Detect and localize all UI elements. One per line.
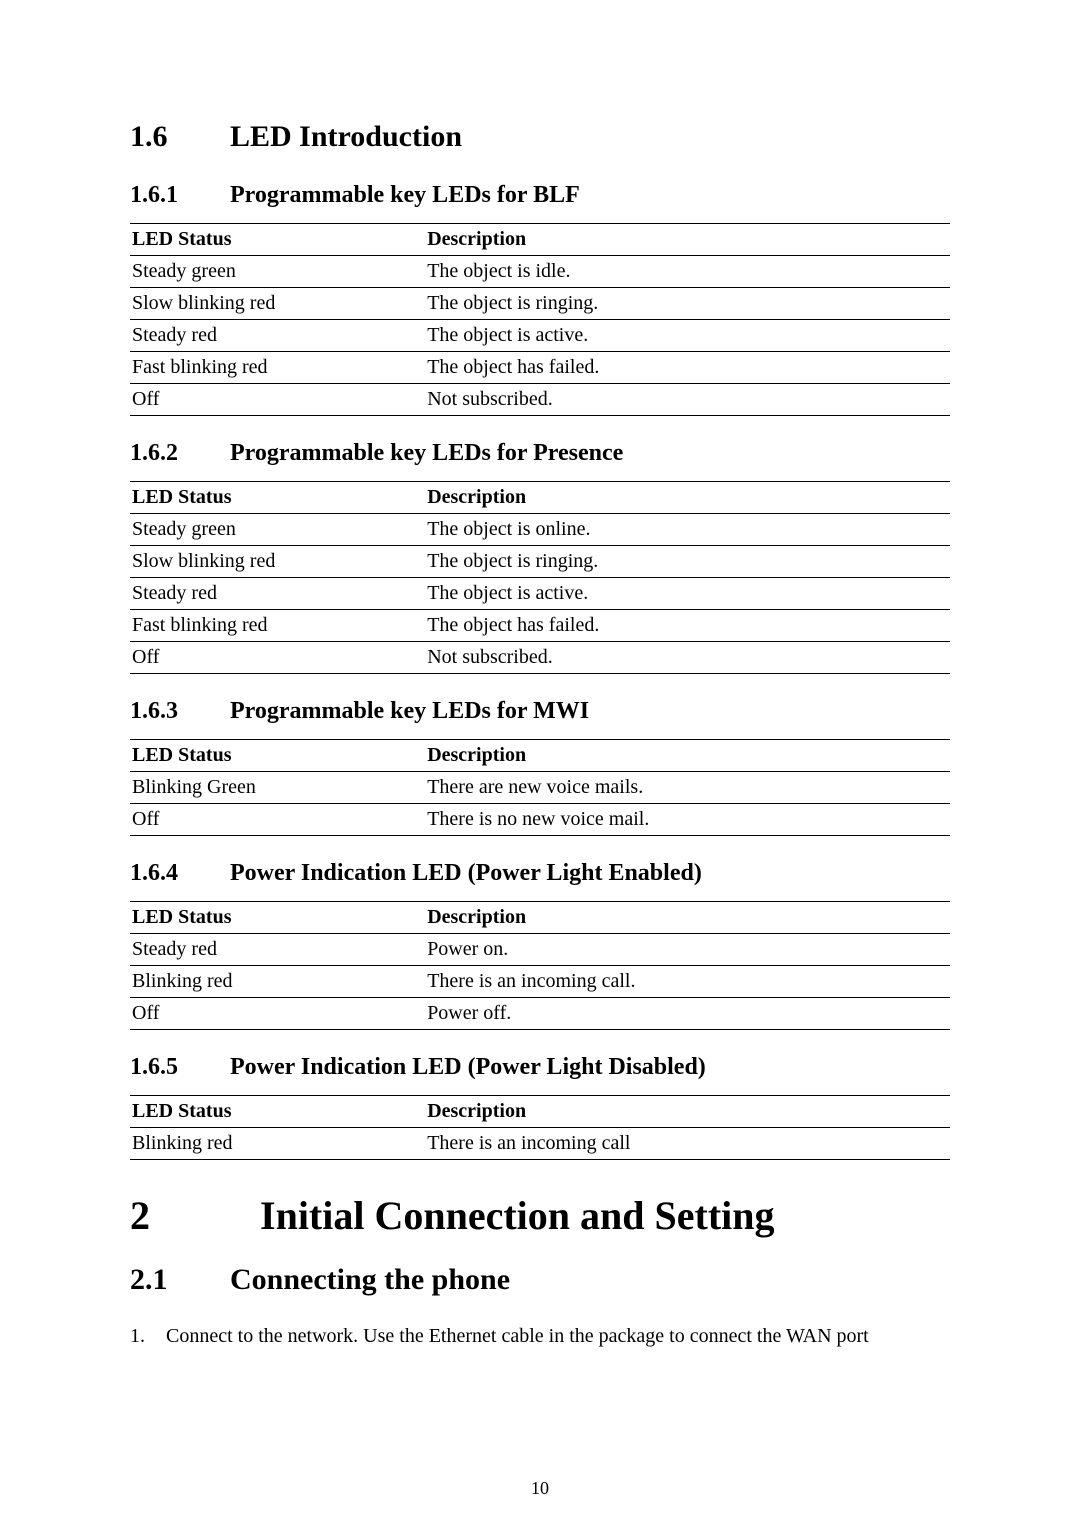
- table-header-description: Description: [425, 224, 950, 256]
- list-marker: 1.: [130, 1325, 166, 1348]
- cell-desc: The object is active.: [425, 578, 950, 610]
- cell-status: Steady green: [130, 256, 425, 288]
- table-row: OffNot subscribed.: [130, 642, 950, 674]
- table-row: OffPower off.: [130, 998, 950, 1030]
- table-row: Blinking GreenThere are new voice mails.: [130, 772, 950, 804]
- table-power-disabled: LED Status Description Blinking redThere…: [130, 1095, 950, 1160]
- heading-title: Programmable key LEDs for MWI: [230, 698, 589, 724]
- cell-desc: Not subscribed.: [425, 384, 950, 416]
- table-row: OffThere is no new voice mail.: [130, 804, 950, 836]
- cell-status: Fast blinking red: [130, 610, 425, 642]
- cell-desc: The object is ringing.: [425, 288, 950, 320]
- table-mwi: LED Status Description Blinking GreenThe…: [130, 739, 950, 836]
- cell-desc: There is an incoming call.: [425, 966, 950, 998]
- cell-status: Off: [130, 384, 425, 416]
- table-header-description: Description: [425, 482, 950, 514]
- heading-1-6-2: 1.6.2Programmable key LEDs for Presence: [130, 440, 950, 467]
- heading-title: Power Indication LED (Power Light Enable…: [230, 860, 702, 886]
- table-blf: LED Status Description Steady greenThe o…: [130, 223, 950, 416]
- table-header-description: Description: [425, 740, 950, 772]
- table-row: Steady redPower on.: [130, 934, 950, 966]
- heading-title: Programmable key LEDs for Presence: [230, 440, 623, 466]
- document-page: 1.6LED Introduction 1.6.1Programmable ke…: [0, 0, 1080, 1527]
- heading-number: 2.1: [130, 1263, 230, 1297]
- cell-desc: There is an incoming call: [425, 1128, 950, 1160]
- table-header-status: LED Status: [130, 224, 425, 256]
- list-text: Connect to the network. Use the Ethernet…: [166, 1325, 950, 1348]
- heading-title: Initial Connection and Setting: [260, 1193, 775, 1238]
- table-header-status: LED Status: [130, 902, 425, 934]
- cell-status: Steady green: [130, 514, 425, 546]
- cell-desc: The object has failed.: [425, 352, 950, 384]
- cell-status: Blinking red: [130, 1128, 425, 1160]
- cell-desc: Power off.: [425, 998, 950, 1030]
- cell-desc: The object is idle.: [425, 256, 950, 288]
- table-power-enabled: LED Status Description Steady redPower o…: [130, 901, 950, 1030]
- cell-status: Off: [130, 642, 425, 674]
- cell-status: Fast blinking red: [130, 352, 425, 384]
- heading-title: Power Indication LED (Power Light Disabl…: [230, 1054, 706, 1080]
- heading-title: Programmable key LEDs for BLF: [230, 182, 580, 208]
- cell-desc: Not subscribed.: [425, 642, 950, 674]
- cell-status: Slow blinking red: [130, 546, 425, 578]
- table-row: Slow blinking redThe object is ringing.: [130, 546, 950, 578]
- table-row: Slow blinking redThe object is ringing.: [130, 288, 950, 320]
- cell-status: Blinking red: [130, 966, 425, 998]
- heading-title: Connecting the phone: [230, 1263, 510, 1296]
- heading-number: 1.6.5: [130, 1054, 230, 1081]
- table-header-status: LED Status: [130, 482, 425, 514]
- table-header-status: LED Status: [130, 740, 425, 772]
- cell-desc: The object has failed.: [425, 610, 950, 642]
- table-row: Fast blinking redThe object has failed.: [130, 352, 950, 384]
- table-presence: LED Status Description Steady greenThe o…: [130, 481, 950, 674]
- heading-chapter-2: 2Initial Connection and Setting: [130, 1192, 950, 1239]
- heading-number: 1.6.2: [130, 440, 230, 467]
- heading-2-1: 2.1Connecting the phone: [130, 1263, 950, 1297]
- table-header-status: LED Status: [130, 1096, 425, 1128]
- heading-1-6: 1.6LED Introduction: [130, 120, 950, 154]
- table-row: Steady redThe object is active.: [130, 578, 950, 610]
- cell-status: Off: [130, 998, 425, 1030]
- cell-desc: The object is active.: [425, 320, 950, 352]
- table-row: Steady greenThe object is idle.: [130, 256, 950, 288]
- table-row: Steady redThe object is active.: [130, 320, 950, 352]
- heading-1-6-1: 1.6.1Programmable key LEDs for BLF: [130, 182, 950, 209]
- heading-1-6-5: 1.6.5Power Indication LED (Power Light D…: [130, 1054, 950, 1081]
- heading-1-6-4: 1.6.4Power Indication LED (Power Light E…: [130, 860, 950, 887]
- heading-1-6-3: 1.6.3Programmable key LEDs for MWI: [130, 698, 950, 725]
- cell-desc: The object is online.: [425, 514, 950, 546]
- cell-status: Steady red: [130, 578, 425, 610]
- heading-number: 1.6.3: [130, 698, 230, 725]
- cell-desc: There are new voice mails.: [425, 772, 950, 804]
- table-row: Fast blinking redThe object has failed.: [130, 610, 950, 642]
- table-row: OffNot subscribed.: [130, 384, 950, 416]
- cell-status: Off: [130, 804, 425, 836]
- cell-desc: There is no new voice mail.: [425, 804, 950, 836]
- ordered-list-item: 1. Connect to the network. Use the Ether…: [130, 1325, 950, 1348]
- page-number: 10: [0, 1478, 1080, 1499]
- cell-desc: The object is ringing.: [425, 546, 950, 578]
- heading-number: 2: [130, 1192, 260, 1239]
- table-row: Blinking redThere is an incoming call.: [130, 966, 950, 998]
- table-header-description: Description: [425, 1096, 950, 1128]
- table-row: Blinking redThere is an incoming call: [130, 1128, 950, 1160]
- cell-status: Blinking Green: [130, 772, 425, 804]
- cell-status: Steady red: [130, 934, 425, 966]
- cell-desc: Power on.: [425, 934, 950, 966]
- table-header-description: Description: [425, 902, 950, 934]
- cell-status: Slow blinking red: [130, 288, 425, 320]
- heading-number: 1.6.1: [130, 182, 230, 209]
- heading-number: 1.6: [130, 120, 230, 154]
- cell-status: Steady red: [130, 320, 425, 352]
- table-row: Steady greenThe object is online.: [130, 514, 950, 546]
- heading-number: 1.6.4: [130, 860, 230, 887]
- heading-title: LED Introduction: [230, 120, 462, 153]
